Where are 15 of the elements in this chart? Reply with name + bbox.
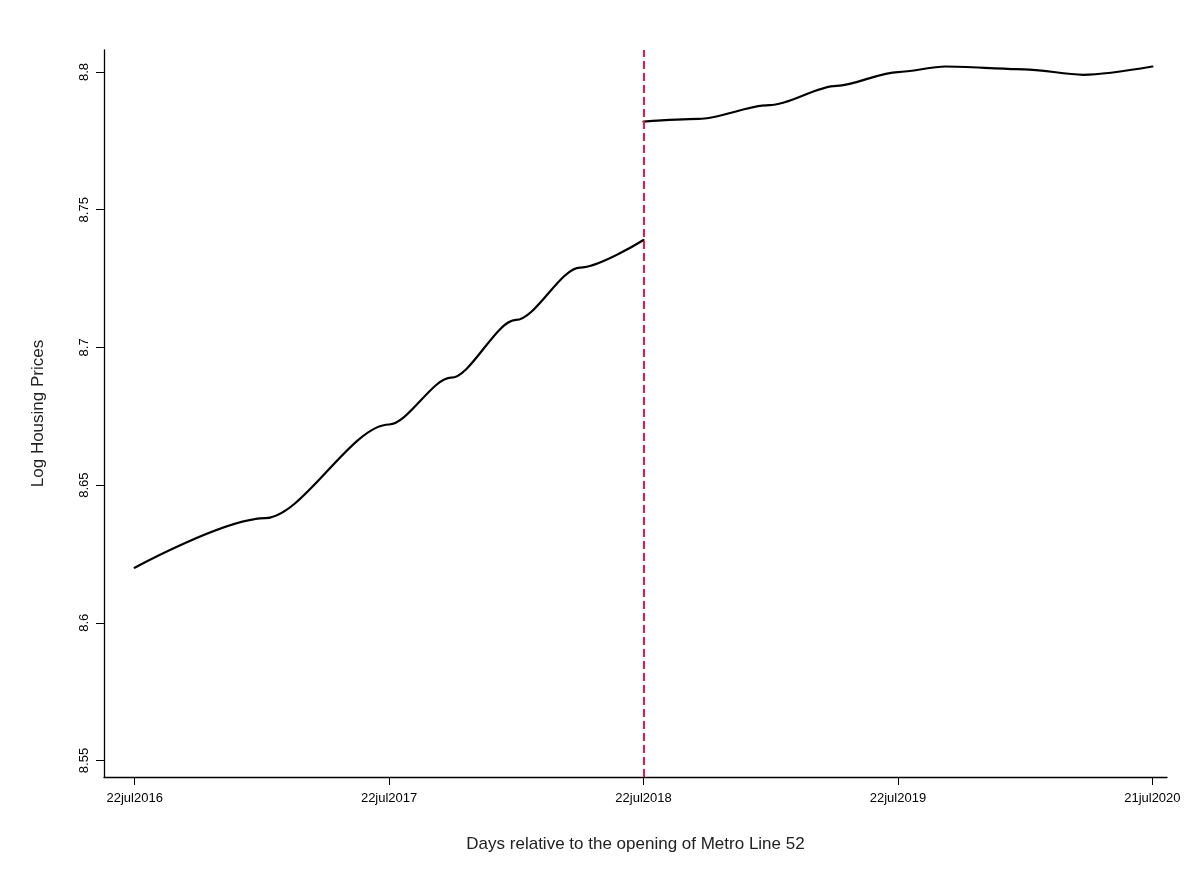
x-tick-label: 22jul2016 (106, 790, 163, 805)
x-tick-label: 22jul2017 (360, 790, 418, 805)
y-tick-label: 8.6 (76, 613, 91, 632)
y-tick-label: 8.55 (76, 747, 91, 774)
line-series (642, 65, 1154, 123)
y-tick-label: 8.7 (76, 338, 91, 357)
x-tick-label: 21jul2020 (1124, 790, 1181, 805)
y-axis-title: Log Housing Prices (28, 339, 47, 488)
x-tick-label: 22jul2019 (869, 790, 927, 805)
x-axis-title: Days relative to the opening of Metro Line 52 (466, 834, 805, 853)
x-tick-label: 22jul2018 (615, 790, 672, 805)
y-tick-label: 8.8 (76, 62, 91, 82)
y-tick-label: 8.65 (76, 472, 91, 498)
line-series (133, 238, 645, 569)
y-tick-label: 8.75 (76, 197, 91, 223)
